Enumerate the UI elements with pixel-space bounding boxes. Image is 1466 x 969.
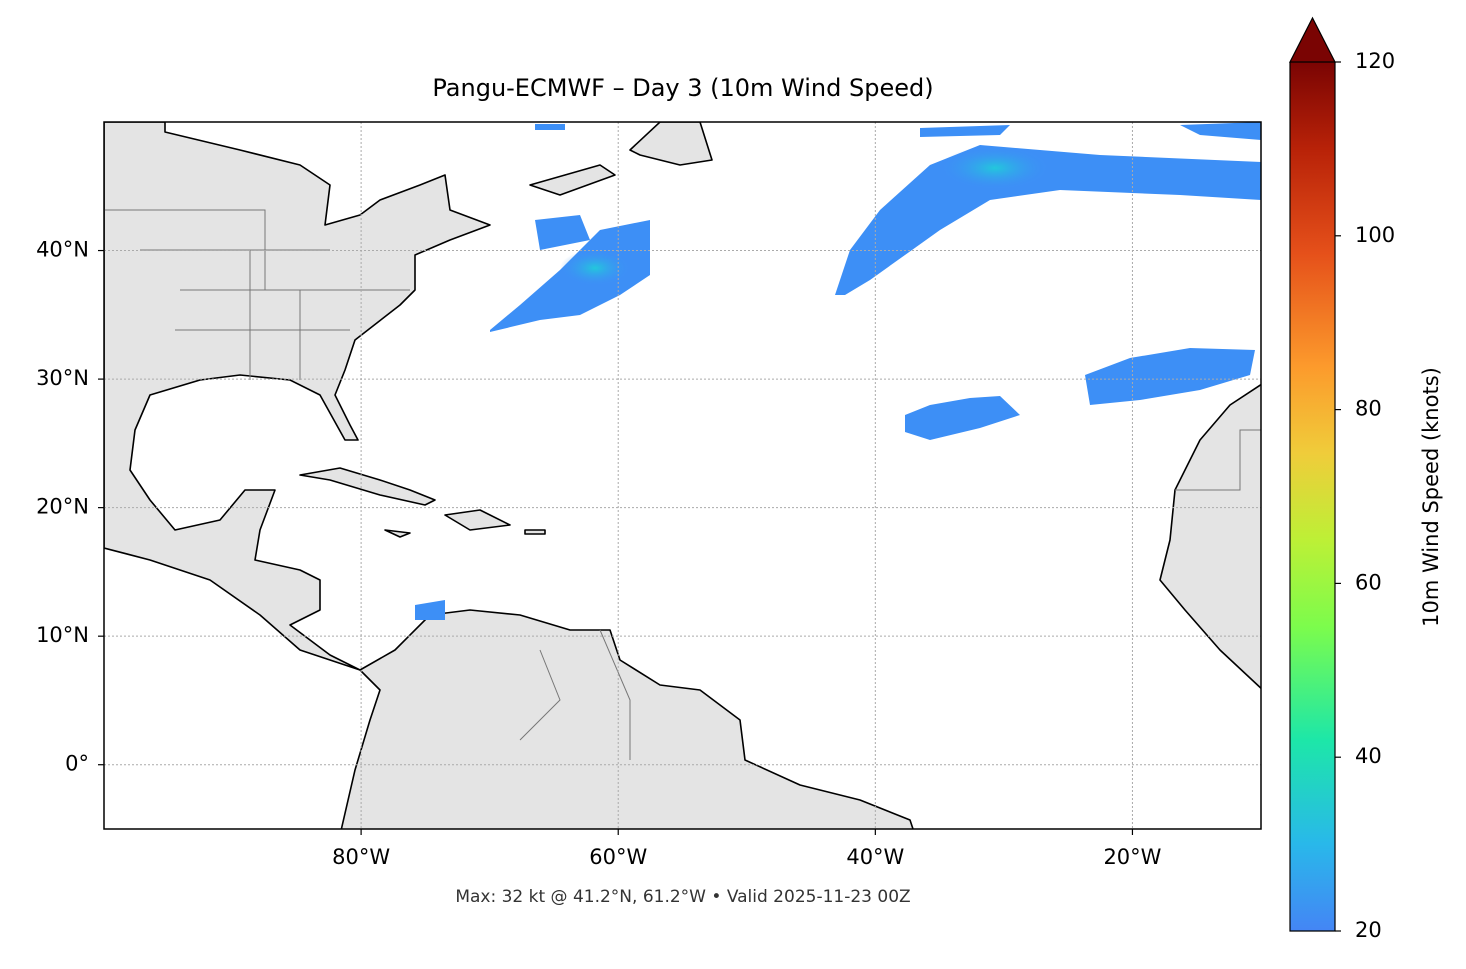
land-americas bbox=[104, 122, 914, 829]
plot-frame bbox=[103, 121, 1262, 830]
chart-title: Pangu-ECMWF – Day 3 (10m Wind Speed) bbox=[432, 74, 933, 102]
y-tick-label: 10°N bbox=[36, 623, 89, 647]
colorbar-tick-label: 80 bbox=[1355, 397, 1382, 421]
land-jamaica bbox=[384, 529, 411, 538]
land-puerto-rico bbox=[524, 529, 546, 535]
y-tick-label: 40°N bbox=[36, 238, 89, 262]
land-cuba bbox=[299, 467, 436, 506]
map-layer bbox=[104, 122, 1261, 829]
colorbar-frame bbox=[1289, 62, 1336, 932]
x-tick-label: 20°W bbox=[1103, 845, 1161, 869]
land-newfoundland bbox=[629, 122, 713, 166]
annotation: Max: 32 kt @ 41.2°N, 61.2°W • Valid 2025… bbox=[455, 887, 910, 907]
colorbar-tick-label: 100 bbox=[1355, 223, 1395, 247]
x-tick-label: 80°W bbox=[332, 845, 390, 869]
colorbar-tick-label: 20 bbox=[1355, 918, 1382, 942]
grid bbox=[104, 122, 1261, 829]
land-nova-scotia bbox=[529, 164, 616, 196]
wind-core bbox=[940, 146, 1050, 190]
y-tick-label: 0° bbox=[65, 752, 89, 776]
colorbar-extend bbox=[1289, 16, 1336, 63]
x-tick-label: 60°W bbox=[589, 845, 647, 869]
land-africa bbox=[1159, 383, 1261, 690]
colorbar-tick-label: 40 bbox=[1355, 744, 1382, 768]
state-borders bbox=[104, 209, 1261, 760]
wind-swath bbox=[415, 122, 1261, 620]
x-tick-label: 40°W bbox=[846, 845, 904, 869]
colorbar-tick-label: 120 bbox=[1355, 49, 1395, 73]
colorbar bbox=[1290, 62, 1335, 931]
y-tick-label: 30°N bbox=[36, 366, 89, 390]
y-tick-label: 20°N bbox=[36, 495, 89, 519]
colorbar-label: 10m Wind Speed (knots) bbox=[1419, 367, 1443, 627]
wind-core bbox=[560, 250, 630, 286]
colorbar-tick-label: 60 bbox=[1355, 570, 1382, 594]
land-hispaniola bbox=[444, 509, 511, 531]
